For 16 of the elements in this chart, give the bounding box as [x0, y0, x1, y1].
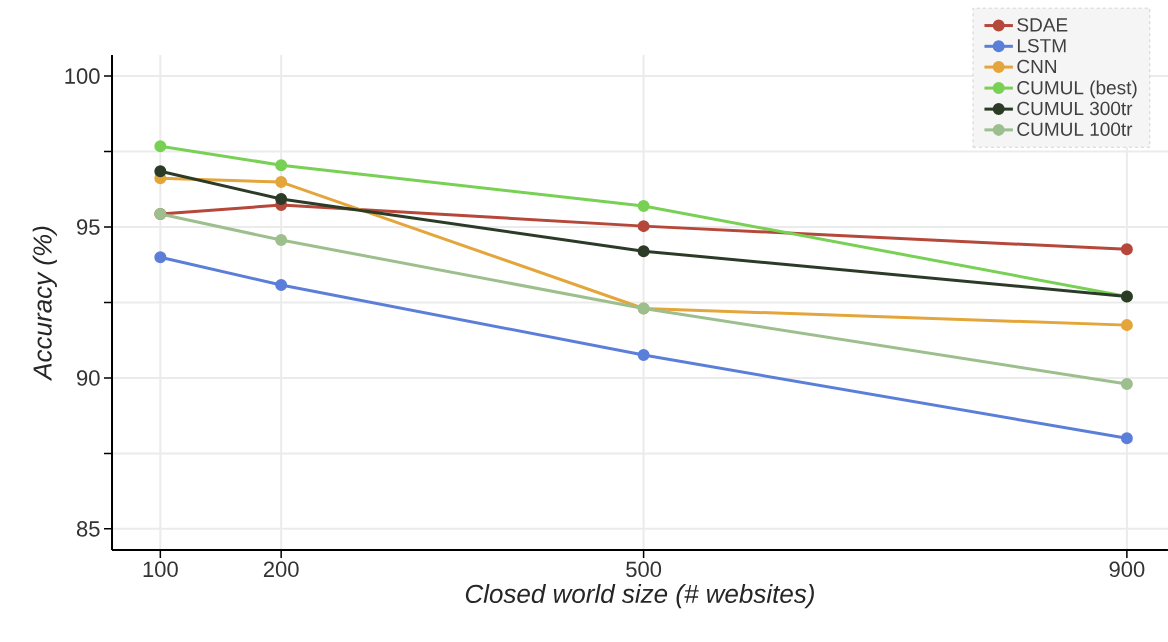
y-tick-label: 85 — [76, 521, 100, 537]
y-tick-label: 95 — [77, 219, 100, 235]
x-tick-label: 500 — [626, 561, 662, 578]
x-axis-title: Closed world size (# websites) — [465, 583, 814, 609]
legend-label: CNN — [1017, 59, 1057, 74]
legend-label: CUMUL 300tr — [1017, 101, 1133, 116]
y-tick-label: 90 — [77, 370, 100, 386]
legend-label: CUMUL (best) — [1017, 80, 1137, 99]
x-tick-label: 900 — [1109, 561, 1145, 578]
legend-label: SDAE — [1017, 18, 1068, 32]
legend-label: CUMUL 100tr — [1017, 122, 1133, 136]
x-tick-label: 200 — [263, 561, 299, 578]
y-tick-label: 100 — [65, 68, 100, 84]
legend-label: LSTM — [1017, 38, 1066, 53]
x-tick-label: 100 — [143, 561, 178, 578]
y-axis-title: Accuracy (%) — [32, 226, 57, 382]
